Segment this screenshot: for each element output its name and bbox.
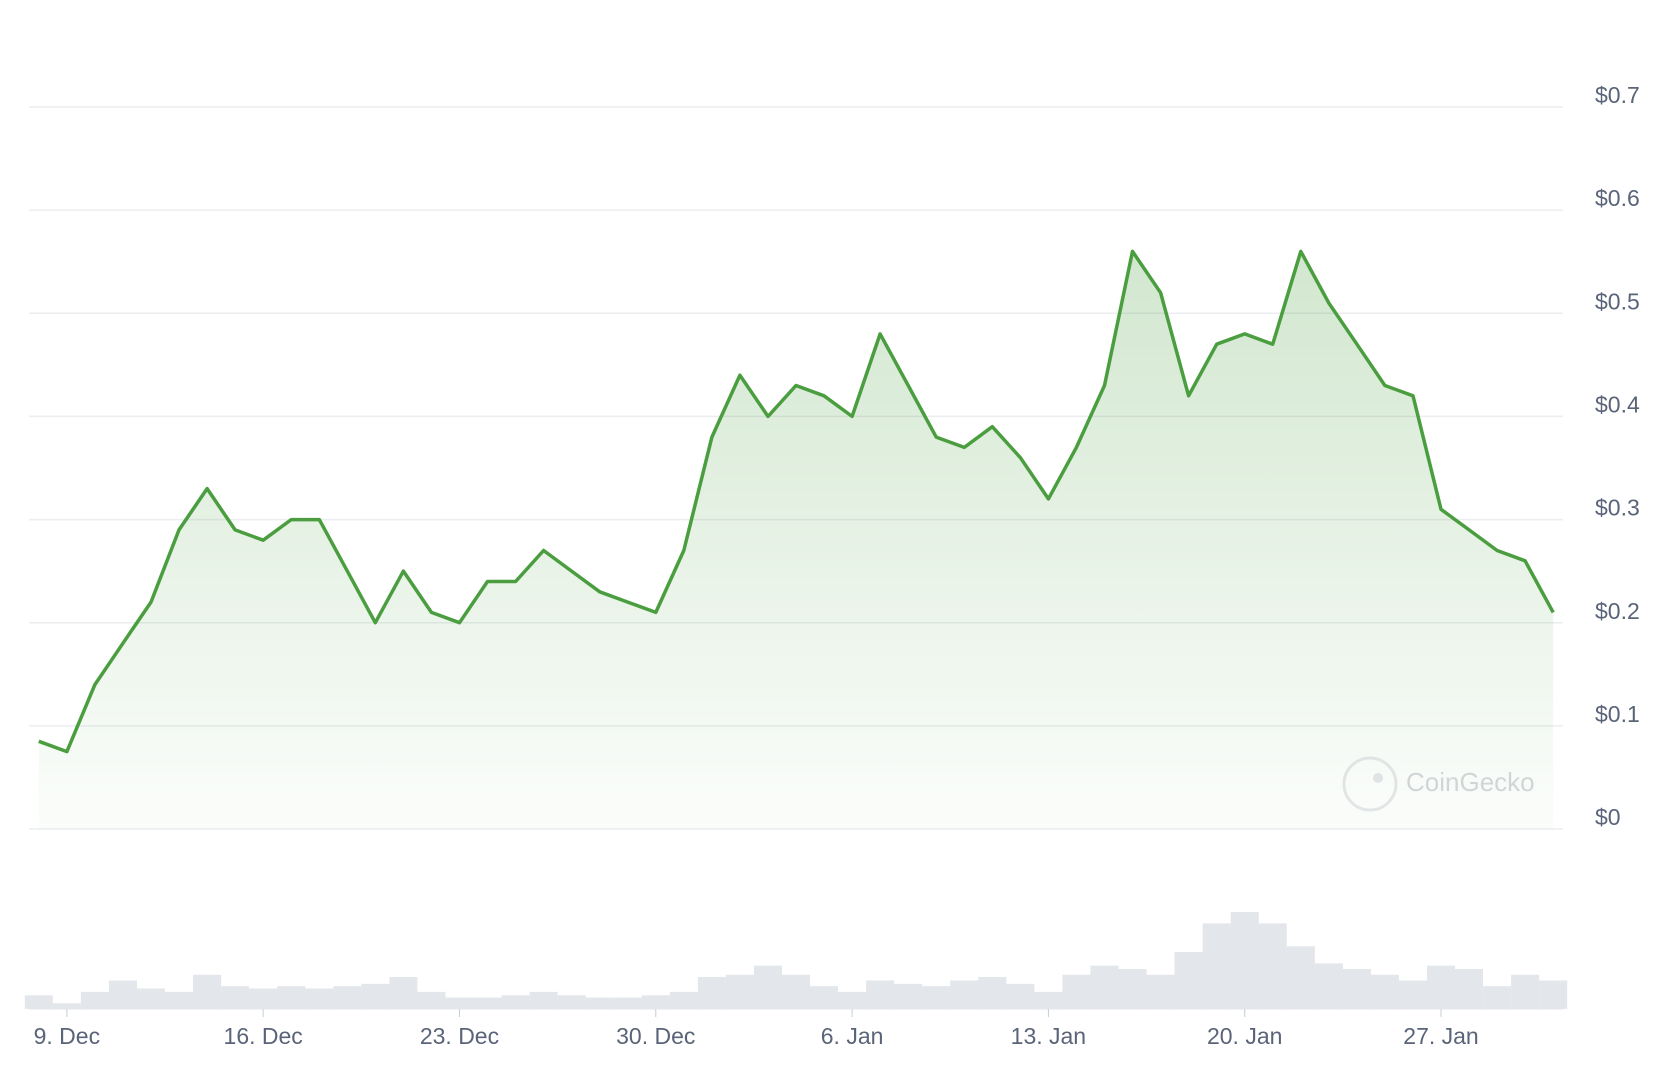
- volume-bar: [725, 974, 754, 1009]
- volume-bar: [585, 997, 614, 1009]
- volume-bar: [473, 997, 502, 1009]
- volume-bar: [529, 991, 558, 1009]
- volume-bar: [1314, 963, 1343, 1009]
- volume-bar: [557, 995, 586, 1009]
- volume-bar: [810, 986, 839, 1009]
- y-tick-label: $0.4: [1595, 392, 1640, 418]
- volume-bar: [1483, 986, 1512, 1009]
- volume-bar: [501, 995, 530, 1009]
- volume-bar: [1342, 969, 1371, 1009]
- y-tick-label: $0.6: [1595, 185, 1640, 211]
- volume-bar: [24, 995, 53, 1009]
- y-tick-label: $0.1: [1595, 701, 1640, 727]
- volume-bar: [1426, 965, 1456, 1009]
- volume-bar: [1146, 974, 1175, 1009]
- volume-bar: [1511, 974, 1540, 1009]
- volume-bar: [978, 977, 1007, 1009]
- volume-bar: [52, 1003, 81, 1009]
- volume-bar: [1286, 946, 1315, 1009]
- volume-bar: [165, 991, 194, 1009]
- price-area: [38, 251, 1554, 829]
- watermark: CoinGecko: [1342, 756, 1535, 812]
- volume-bar: [641, 995, 670, 1009]
- x-tick-label: 30. Dec: [616, 1023, 695, 1049]
- volume-bar: [1398, 980, 1427, 1009]
- volume-bar: [669, 991, 698, 1009]
- x-tick-label: 13. Jan: [1011, 1023, 1086, 1049]
- volume-bar: [221, 986, 250, 1009]
- volume-bar: [136, 988, 166, 1009]
- volume-bar: [894, 983, 923, 1009]
- y-tick-label: $0.5: [1595, 288, 1640, 314]
- volume-bar: [838, 991, 867, 1009]
- volume-bar: [950, 980, 979, 1009]
- volume-bar: [277, 986, 306, 1009]
- y-tick-label: $0: [1595, 804, 1621, 830]
- volume-bar: [1258, 923, 1287, 1009]
- watermark-text: CoinGecko: [1406, 767, 1535, 797]
- volume-bar: [1118, 969, 1147, 1009]
- volume-bar: [866, 980, 895, 1009]
- volume-bar: [333, 986, 362, 1009]
- volume-bar: [389, 977, 418, 1009]
- price-line: [38, 249, 1555, 754]
- x-tick-label: 27. Jan: [1403, 1023, 1478, 1049]
- x-tick-label: 20. Jan: [1207, 1023, 1282, 1049]
- volume-bar: [1539, 980, 1568, 1009]
- volume-bar: [361, 983, 390, 1009]
- y-tick-label: $0.3: [1595, 495, 1640, 521]
- volume-bar: [1062, 974, 1091, 1009]
- volume-bar: [80, 991, 109, 1009]
- volume-bar: [781, 974, 811, 1009]
- volume-bar: [753, 965, 782, 1009]
- volume-bar: [193, 974, 222, 1009]
- x-tick-label: 23. Dec: [420, 1023, 499, 1049]
- volume-bar: [305, 988, 334, 1009]
- volume-bar: [1455, 969, 1484, 1009]
- x-tick-label: 6. Jan: [821, 1023, 884, 1049]
- volume-bar: [1230, 912, 1259, 1009]
- volume-bar: [1174, 951, 1203, 1009]
- volume-bar: [1006, 983, 1035, 1009]
- volume-bar: [1034, 991, 1063, 1009]
- x-tick-label: 9. Dec: [34, 1023, 100, 1049]
- volume-bar: [445, 997, 474, 1009]
- volume-bar: [922, 986, 951, 1009]
- volume-bar: [108, 980, 137, 1009]
- volume-bar: [1370, 974, 1399, 1009]
- x-tick-label: 16. Dec: [224, 1023, 303, 1049]
- volume-bar: [1090, 965, 1119, 1009]
- volume-bar: [1202, 923, 1231, 1009]
- volume-bar: [417, 991, 446, 1009]
- volume-bar: [613, 997, 642, 1009]
- volume-bar: [697, 977, 726, 1009]
- volume-bar: [249, 988, 278, 1009]
- y-tick-label: $0.7: [1595, 82, 1640, 108]
- y-tick-label: $0.2: [1595, 598, 1640, 624]
